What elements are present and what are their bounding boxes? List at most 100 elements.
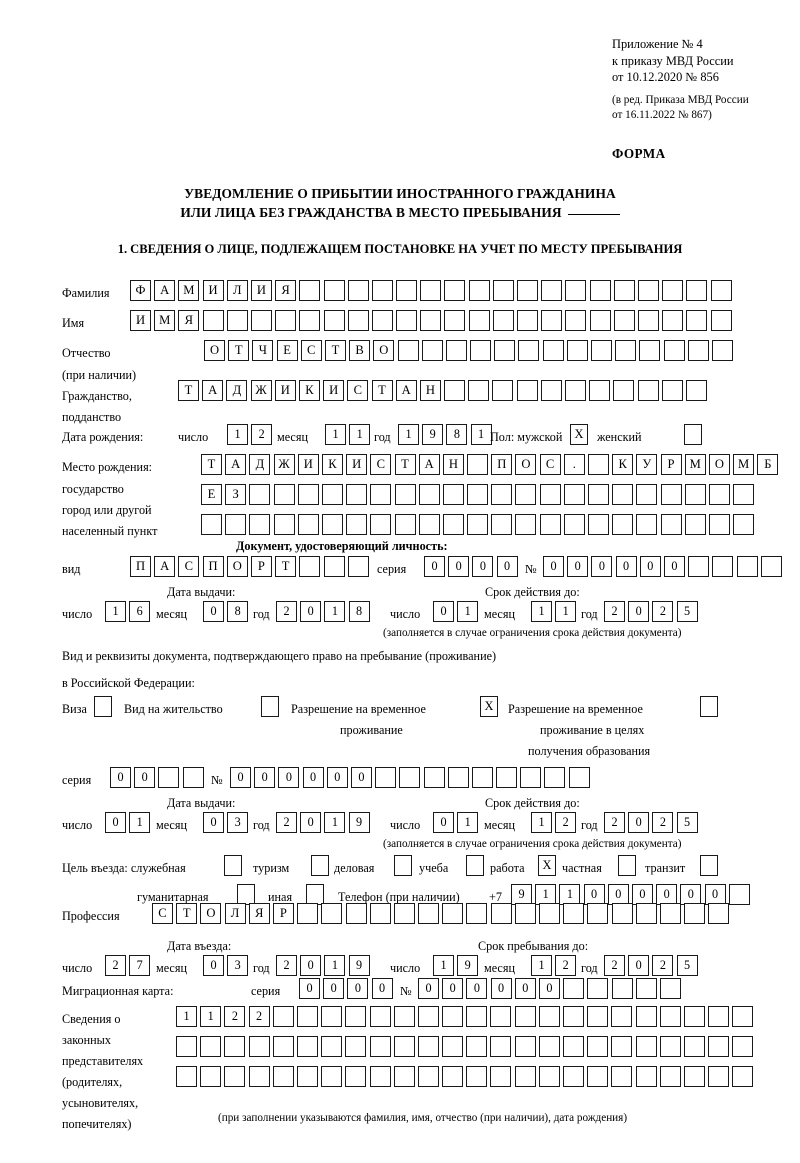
char-cell[interactable]: 1 — [324, 955, 346, 976]
char-cell[interactable]: Т — [176, 903, 198, 924]
char-cell[interactable] — [444, 310, 466, 331]
char-cell[interactable] — [516, 380, 538, 401]
char-cell[interactable] — [687, 340, 709, 361]
char-cell[interactable] — [490, 1036, 512, 1057]
char-cell[interactable] — [566, 340, 588, 361]
char-cell[interactable] — [393, 1066, 415, 1087]
char-cell[interactable] — [492, 380, 514, 401]
char-cell[interactable]: 1 — [531, 601, 552, 622]
char-cell[interactable] — [202, 310, 224, 331]
char-cell[interactable]: 9 — [422, 424, 444, 445]
char-cell[interactable]: А — [225, 454, 247, 475]
birthplace-row-3[interactable] — [201, 514, 757, 535]
char-cell[interactable] — [660, 484, 682, 505]
char-cell[interactable]: 0 — [615, 556, 637, 577]
char-cell[interactable] — [323, 280, 345, 301]
char-cell[interactable]: 0 — [567, 556, 589, 577]
char-cell[interactable]: Т — [228, 340, 250, 361]
char-cell[interactable] — [565, 280, 587, 301]
char-cell[interactable] — [417, 1036, 439, 1057]
char-cell[interactable]: 0 — [110, 767, 131, 788]
char-cell[interactable] — [708, 1006, 730, 1027]
char-cell[interactable]: И — [130, 310, 151, 331]
char-cell[interactable]: П — [202, 556, 224, 577]
char-cell[interactable] — [688, 556, 710, 577]
char-cell[interactable]: 0 — [203, 812, 224, 833]
char-cell[interactable] — [466, 1066, 488, 1087]
char-cell[interactable] — [273, 514, 295, 535]
char-cell[interactable]: Е — [201, 484, 222, 505]
char-cell[interactable] — [249, 514, 271, 535]
char-cell[interactable]: 1 — [457, 601, 479, 622]
char-cell[interactable] — [760, 556, 782, 577]
char-cell[interactable] — [399, 767, 421, 788]
temp-residence-edu-checkbox[interactable] — [700, 696, 718, 717]
char-cell[interactable]: 1 — [349, 424, 371, 445]
char-cell[interactable]: Н — [442, 454, 464, 475]
char-cell[interactable]: 0 — [302, 767, 324, 788]
char-cell[interactable] — [661, 380, 683, 401]
char-cell[interactable] — [299, 556, 321, 577]
char-cell[interactable] — [708, 484, 730, 505]
char-cell[interactable] — [442, 1066, 464, 1087]
char-cell[interactable]: 1 — [398, 424, 419, 445]
char-cell[interactable]: М — [178, 280, 200, 301]
char-cell[interactable] — [393, 903, 415, 924]
char-cell[interactable] — [636, 514, 658, 535]
char-cell[interactable] — [635, 1036, 657, 1057]
char-cell[interactable] — [540, 380, 562, 401]
char-cell[interactable] — [321, 1006, 343, 1027]
char-cell[interactable]: О — [708, 454, 730, 475]
char-cell[interactable]: 5 — [676, 955, 698, 976]
char-cell[interactable] — [176, 1066, 197, 1087]
char-cell[interactable] — [659, 1066, 681, 1087]
char-cell[interactable]: 2 — [276, 601, 297, 622]
char-cell[interactable]: О — [226, 556, 248, 577]
char-cell[interactable] — [490, 1066, 512, 1087]
char-cell[interactable]: 1 — [457, 812, 479, 833]
char-cell[interactable]: М — [154, 310, 176, 331]
char-cell[interactable]: 0 — [628, 812, 650, 833]
char-cell[interactable] — [345, 1036, 367, 1057]
char-cell[interactable] — [418, 484, 440, 505]
purpose-study-checkbox[interactable] — [466, 855, 484, 876]
char-cell[interactable] — [613, 280, 635, 301]
char-cell[interactable]: 0 — [538, 978, 560, 999]
char-cell[interactable]: 0 — [433, 812, 454, 833]
char-cell[interactable]: И — [202, 280, 224, 301]
char-cell[interactable] — [250, 310, 272, 331]
char-cell[interactable] — [369, 1036, 391, 1057]
temp-residence-checkbox[interactable]: Х — [480, 696, 498, 717]
char-cell[interactable]: 0 — [514, 978, 536, 999]
char-cell[interactable]: 1 — [555, 601, 577, 622]
char-cell[interactable] — [514, 1036, 536, 1057]
char-cell[interactable] — [514, 1006, 536, 1027]
char-cell[interactable] — [492, 310, 514, 331]
char-cell[interactable]: С — [370, 454, 392, 475]
char-cell[interactable]: Р — [660, 454, 682, 475]
char-cell[interactable]: 0 — [323, 978, 345, 999]
char-cell[interactable] — [224, 1066, 246, 1087]
char-cell[interactable]: М — [733, 454, 755, 475]
char-cell[interactable] — [299, 310, 321, 331]
char-cell[interactable]: 0 — [371, 978, 393, 999]
char-cell[interactable] — [182, 767, 204, 788]
char-cell[interactable]: 2 — [555, 955, 577, 976]
char-cell[interactable] — [728, 884, 750, 905]
char-cell[interactable] — [467, 454, 489, 475]
char-cell[interactable]: 1 — [433, 955, 454, 976]
residence-permit-checkbox[interactable] — [261, 696, 279, 717]
char-cell[interactable]: 2 — [652, 812, 674, 833]
char-cell[interactable] — [346, 484, 368, 505]
char-cell[interactable] — [442, 484, 464, 505]
char-cell[interactable]: 0 — [631, 884, 653, 905]
char-cell[interactable]: 3 — [227, 955, 249, 976]
char-cell[interactable] — [226, 310, 248, 331]
char-cell[interactable] — [684, 514, 706, 535]
char-cell[interactable] — [272, 1036, 294, 1057]
